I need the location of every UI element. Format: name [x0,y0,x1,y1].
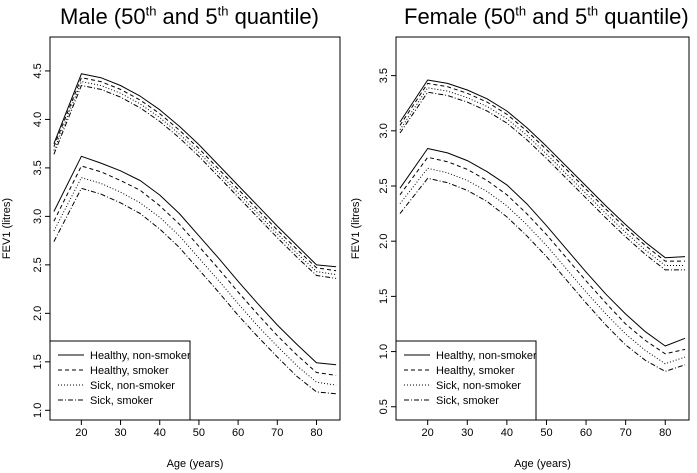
y-tick-label: 1.5 [378,289,390,304]
female-chart-panel: Female (50th and 5th quantile) 20 30 40 50 6… [349,0,697,473]
x-tick-label: 80 [310,427,322,439]
y-tick-label: 1.5 [32,354,44,369]
y-tick-label: 1.0 [378,344,390,359]
y-tick-label: 2.0 [32,306,44,321]
female-chart-title: Female (50th and 5th quantile) [404,3,689,29]
x-tick-label: 40 [501,427,513,439]
y-tick-label: 3.5 [378,68,390,83]
legend-entry: Sick, non-smoker [90,380,175,392]
x-axis-label: Age (years) [167,458,224,470]
y-tick-label: 2.0 [378,234,390,249]
x-tick-label: 60 [232,427,244,439]
y-tick-label: 3.0 [32,209,44,224]
series-line-5th-sick-smoker [399,177,686,372]
y-axis-label: FEV1 (litres) [1,198,13,259]
y-tick-label: 2.5 [32,257,44,272]
legend-entry: Sick, smoker [436,395,499,407]
legend-entry: Sick, non-smoker [436,380,521,392]
x-tick-label: 50 [193,427,205,439]
series-line-50th-sick-non-smoker [53,81,337,276]
y-tick-label: 4.0 [32,112,44,127]
x-tick-label: 20 [75,427,87,439]
legend-entry: Healthy, non-smoker [90,350,191,362]
x-tick-label: 70 [271,427,283,439]
male-chart-title: Male (50th and 5th quantile) [60,3,319,29]
x-axis-label: Age (years) [514,458,571,470]
x-tick-label: 50 [540,427,552,439]
series-line-5th-sick-non-smoker [399,167,686,365]
legend-entry: Healthy, smoker [90,365,169,377]
x-tick-label: 30 [114,427,126,439]
series-line-50th-healthy-smoker [399,82,685,262]
legend-box [49,340,191,421]
series-line-50th-healthy-smoker [53,77,337,272]
series-line-5th-healthy-non-smoker [399,148,686,347]
plot-frame [49,36,341,421]
y-axis-label: FEV1 (litres) [350,198,362,259]
series-line-5th-sick-smoker [53,187,337,395]
series-line-50th-sick-smoker [53,85,337,279]
series-line-50th-sick-smoker [399,91,685,271]
plot-frame [395,36,690,421]
male-chart: 20 30 40 50 60 70 80 1.0 1.5 2.0 2.5 3.0 3.5 4.0 4.5 Ag… [1,36,341,470]
series-line-50th-sick-non-smoker [399,87,685,266]
legend-entry: Healthy, smoker [436,365,515,377]
x-tick-label: 70 [620,427,632,439]
series-line-50th-healthy-non-smoker [399,79,686,259]
series-line-50th-healthy-non-smoker [53,73,337,268]
legend-box [395,340,537,421]
x-tick-label: 20 [422,427,434,439]
x-tick-label: 30 [461,427,473,439]
female-chart: 20 30 40 50 60 70 80 0.5 1.0 1.5 2.0 2.5 3.0 3.5 Age (… [350,36,690,470]
legend-entry: Sick, smoker [90,395,153,407]
x-tick-label: 80 [659,427,671,439]
y-tick-label: 3.0 [378,123,390,138]
y-tick-label: 1.0 [32,403,44,418]
y-tick-label: 0.5 [378,399,390,414]
series-line-5th-healthy-smoker [399,156,686,355]
legend-entry: Healthy, non-smoker [436,350,537,362]
y-tick-label: 3.5 [32,160,44,175]
y-tick-label: 4.5 [32,63,44,78]
y-tick-label: 2.5 [378,178,390,193]
series-line-5th-healthy-non-smoker [53,155,337,366]
x-tick-label: 60 [580,427,592,439]
x-tick-label: 40 [154,427,166,439]
series-line-5th-sick-non-smoker [53,177,337,386]
series-line-5th-healthy-smoker [53,165,337,376]
male-chart-panel: Male (50th and 5th quantile) 20 30 40 50 60 7… [0,0,348,473]
